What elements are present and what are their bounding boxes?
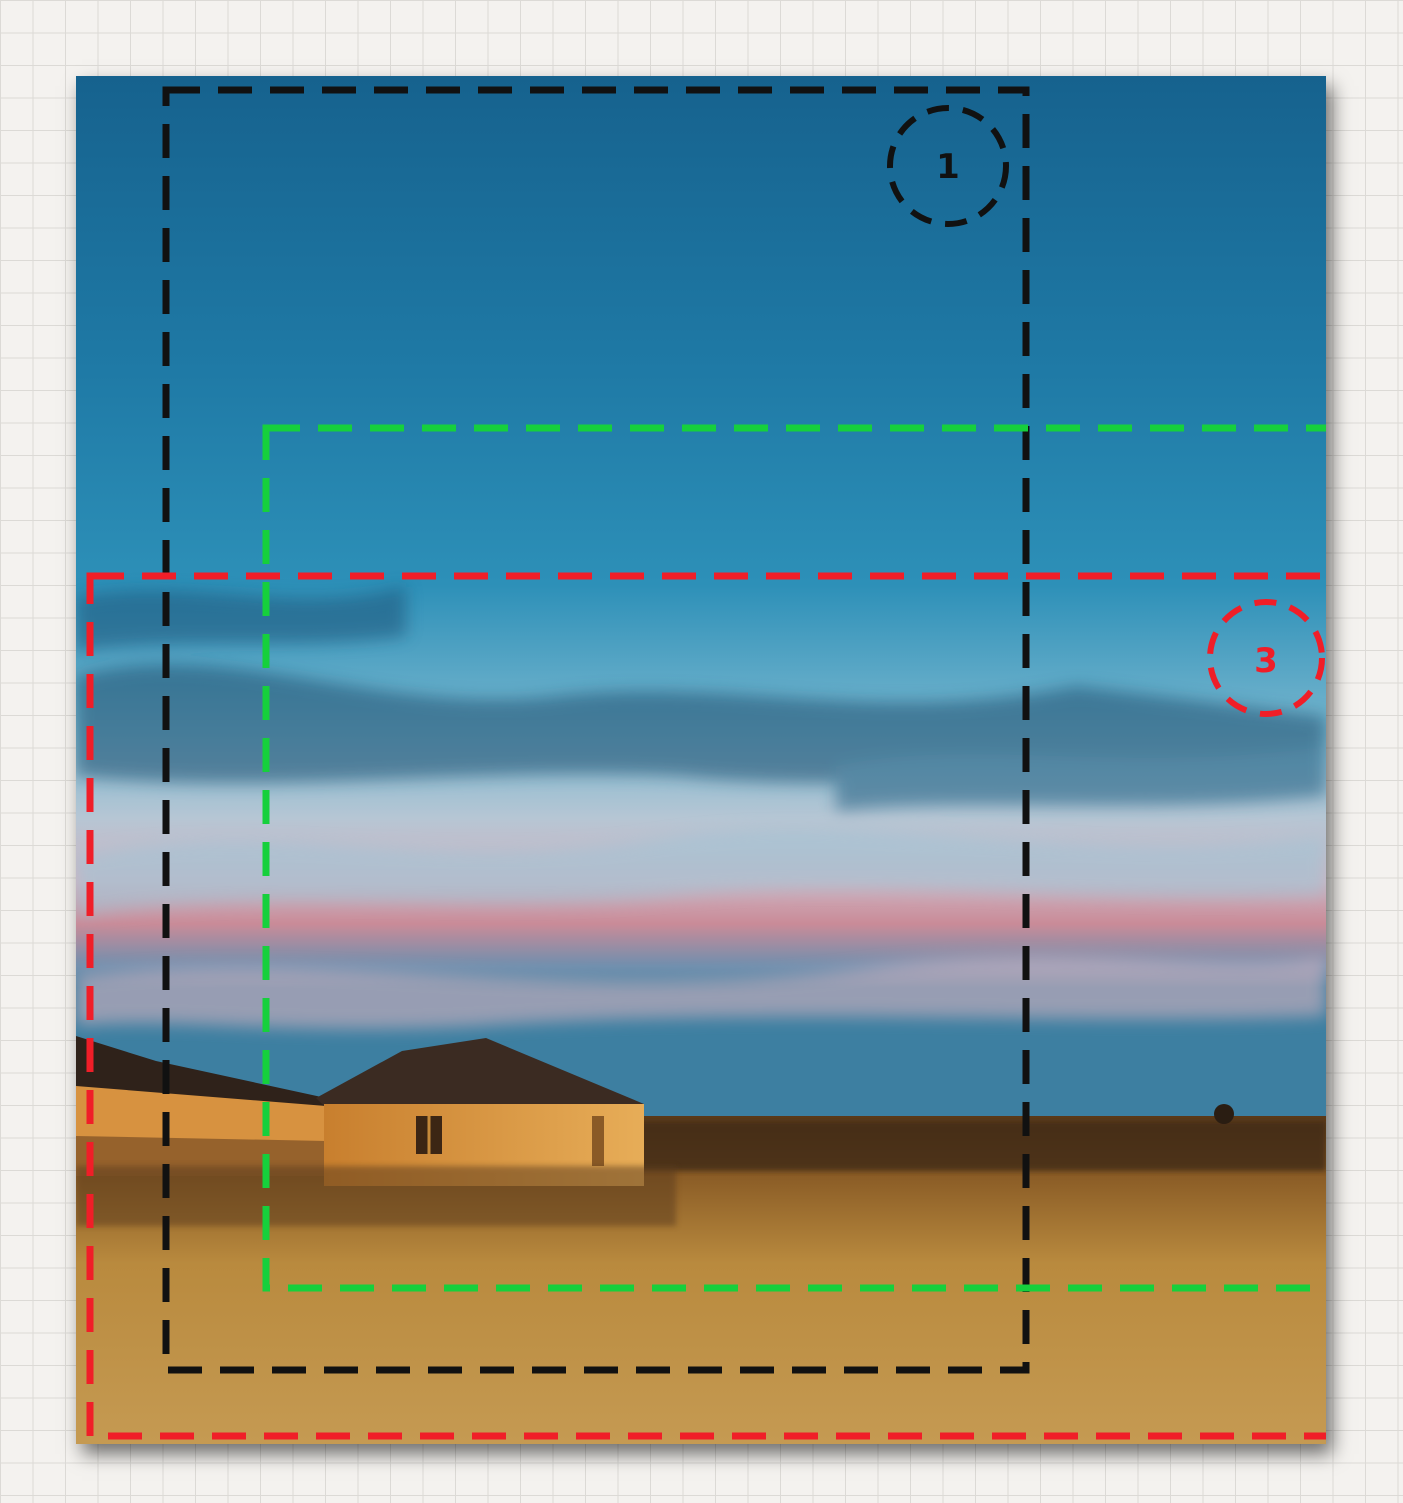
region-2-box bbox=[262, 424, 1326, 1292]
shrubs bbox=[636, 1121, 1326, 1171]
region-1-box bbox=[162, 86, 1030, 1374]
region-1-marker bbox=[887, 105, 1009, 227]
region-3-box bbox=[86, 572, 1326, 1440]
region-1-label: 1 bbox=[936, 147, 960, 187]
overlay-regions: 13 bbox=[86, 86, 1326, 1440]
landscape-photo: 13 bbox=[76, 76, 1326, 1444]
clouds bbox=[76, 586, 1326, 1029]
region-3-marker bbox=[1207, 599, 1325, 717]
foreground-shadow bbox=[76, 1166, 676, 1226]
distant-tree bbox=[1214, 1104, 1234, 1124]
region-3-label: 3 bbox=[1254, 641, 1278, 681]
